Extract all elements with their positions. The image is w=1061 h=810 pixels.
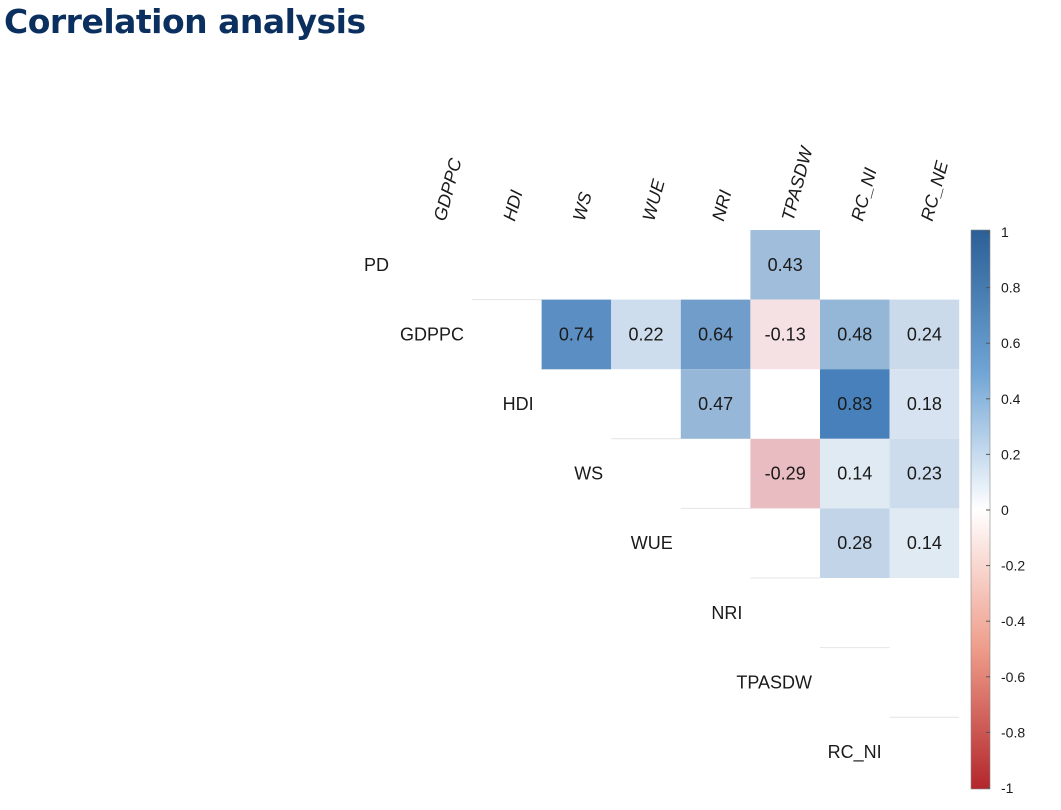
cell-fill bbox=[889, 299, 960, 370]
cell-wue-rc-ni: 0.14 bbox=[889, 508, 960, 578]
cell-fill bbox=[750, 299, 820, 370]
cell-value-label: 0.83 bbox=[837, 394, 872, 414]
cell-hdi-wue: 0.47 bbox=[680, 369, 751, 439]
row-label-ws: WS bbox=[574, 464, 603, 484]
column-label-rc-ni: RC_NI bbox=[847, 166, 880, 223]
cell-value-label: -0.29 bbox=[765, 464, 806, 484]
cell-hdi-tpasdw: 0.83 bbox=[820, 369, 890, 439]
cell-value-label: 0.74 bbox=[559, 324, 594, 344]
cell-fill bbox=[750, 438, 820, 509]
row-labels: PD GDPPC HDI WS WUE NRI TPASDW RC_NI bbox=[364, 255, 882, 763]
cell-gdppc-tpasdw: 0.48 bbox=[820, 299, 890, 370]
cells-layer: 0.43 0.74 0.22 0.64 -0.13 0.48 0.24 0.47 0.83 0.1… bbox=[541, 230, 960, 578]
cell-value-label: -0.13 bbox=[765, 324, 806, 344]
cell-value-label: 0.28 bbox=[837, 533, 872, 553]
colorbar-tick-label: 0.2 bbox=[1001, 446, 1021, 462]
cell-value-label: 0.47 bbox=[698, 394, 733, 414]
cell-fill bbox=[820, 299, 890, 370]
cell-value-label: 0.14 bbox=[907, 533, 942, 553]
colorbar-tick-label: -1 bbox=[1001, 780, 1014, 796]
column-labels: GDPPC HDI WS WUE NRI TPASDW RC_NI RC_NE bbox=[430, 143, 953, 223]
column-label-ws: WS bbox=[569, 190, 596, 223]
cell-fill bbox=[820, 508, 890, 578]
colorbar-tick-label: 1 bbox=[1001, 224, 1009, 240]
colorbar-tick-label: -0.8 bbox=[1001, 724, 1025, 740]
cell-value-label: 0.22 bbox=[628, 324, 663, 344]
row-label-rc-ni: RC_NI bbox=[828, 742, 882, 763]
cell-gdppc-nri: -0.13 bbox=[750, 299, 820, 370]
cell-value-label: 0.24 bbox=[907, 324, 942, 344]
cell-gdppc-wue: 0.64 bbox=[680, 299, 751, 370]
row-label-tpasdw: TPASDW bbox=[736, 672, 812, 692]
colorbar-tick-label: 0.6 bbox=[1001, 335, 1021, 351]
cell-fill bbox=[820, 438, 890, 509]
cell-value-label: 0.43 bbox=[768, 255, 803, 275]
cell-value-label: 0.64 bbox=[698, 324, 733, 344]
cell-fill bbox=[750, 230, 820, 300]
column-label-rc-ne: RC_NE bbox=[917, 158, 952, 223]
colorbar-tick-label: -0.2 bbox=[1001, 558, 1025, 574]
row-label-nri: NRI bbox=[711, 603, 742, 623]
row-label-wue: WUE bbox=[631, 533, 673, 553]
column-label-nri: NRI bbox=[708, 188, 735, 223]
column-label-wue: WUE bbox=[639, 176, 669, 223]
cell-fill bbox=[889, 508, 960, 578]
cell-fill bbox=[889, 369, 960, 439]
column-label-tpasdw: TPASDW bbox=[778, 143, 817, 223]
row-label-gdppc: GDPPC bbox=[400, 324, 464, 344]
cell-fill bbox=[541, 299, 612, 370]
cell-value-label: 0.14 bbox=[837, 464, 872, 484]
cell-ws-tpasdw: 0.14 bbox=[820, 438, 890, 509]
cell-fill bbox=[680, 369, 751, 439]
row-label-pd: PD bbox=[364, 255, 389, 275]
cell-value-label: 0.48 bbox=[837, 324, 872, 344]
row-label-hdi: HDI bbox=[503, 394, 534, 414]
colorbar-tick-label: 0.4 bbox=[1001, 391, 1021, 407]
column-label-gdppc: GDPPC bbox=[430, 155, 466, 223]
cell-fill bbox=[820, 369, 890, 439]
cell-fill bbox=[611, 299, 681, 370]
colorbar: 1 0.8 0.6 0.4 0.2 0 -0.2 -0.4 -0.6 -0.8 -1 bbox=[970, 224, 1025, 796]
cell-value-label: 0.18 bbox=[907, 394, 942, 414]
colorbar-tick-label: 0.8 bbox=[1001, 280, 1021, 296]
colorbar-tick-label: -0.6 bbox=[1001, 669, 1025, 685]
cell-fill bbox=[680, 299, 751, 370]
cell-value-label: 0.23 bbox=[907, 464, 942, 484]
cell-gdppc-hdi: 0.74 bbox=[541, 299, 612, 370]
cell-hdi-rc-ni: 0.18 bbox=[889, 369, 960, 439]
colorbar-tick-label: 0 bbox=[1001, 502, 1009, 518]
page-title: Correlation analysis bbox=[4, 2, 366, 41]
cell-gdppc-rc-ni: 0.24 bbox=[889, 299, 960, 370]
cell-wue-tpasdw: 0.28 bbox=[820, 508, 890, 578]
cell-fill bbox=[889, 438, 960, 509]
column-label-hdi: HDI bbox=[499, 188, 526, 223]
cell-pd-nri: 0.43 bbox=[750, 230, 820, 300]
cell-ws-rc-ni: 0.23 bbox=[889, 438, 960, 509]
colorbar-tick-label: -0.4 bbox=[1001, 613, 1025, 629]
cell-ws-nri: -0.29 bbox=[750, 438, 820, 509]
cell-gdppc-ws: 0.22 bbox=[611, 299, 681, 370]
